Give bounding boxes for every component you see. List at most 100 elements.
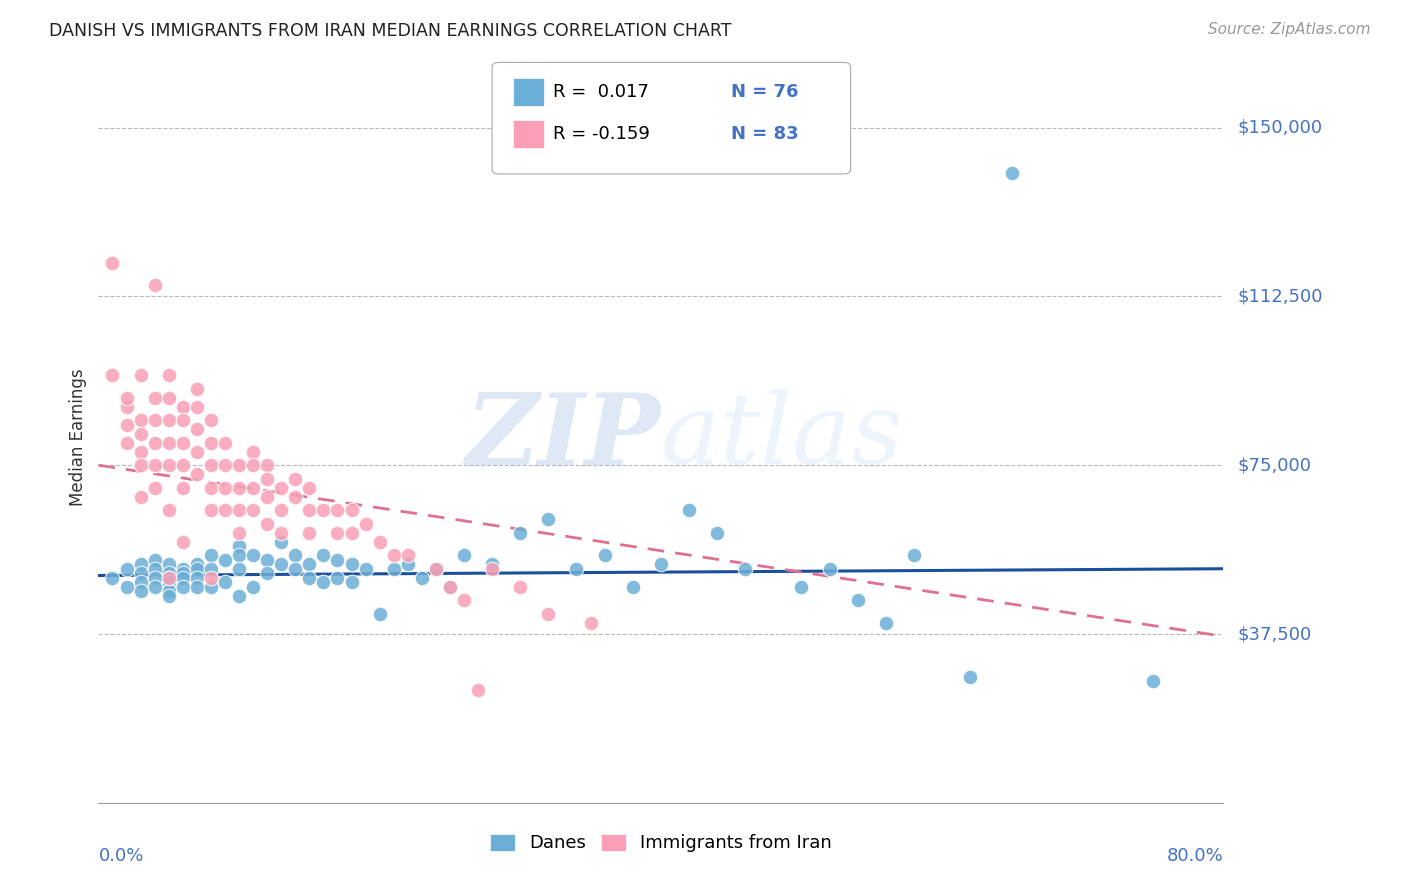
Text: 80.0%: 80.0% <box>1167 847 1223 864</box>
Point <box>298 558 321 572</box>
Point <box>101 571 124 585</box>
Point <box>115 580 138 594</box>
Point <box>214 458 236 473</box>
Point <box>959 670 981 684</box>
Point <box>200 571 222 585</box>
Point <box>157 458 180 473</box>
Point <box>214 503 236 517</box>
Point <box>382 548 405 562</box>
Point <box>186 400 208 414</box>
Point <box>298 481 321 495</box>
Point <box>340 575 363 590</box>
Point <box>818 562 841 576</box>
Point <box>101 255 124 269</box>
Point <box>256 490 278 504</box>
Point <box>157 413 180 427</box>
Point <box>157 571 180 585</box>
Point <box>143 458 166 473</box>
Point <box>129 444 152 458</box>
Point <box>537 607 560 621</box>
Point <box>143 413 166 427</box>
Text: R =  0.017: R = 0.017 <box>553 83 648 101</box>
Point <box>172 571 194 585</box>
Text: $150,000: $150,000 <box>1237 119 1322 136</box>
Point <box>143 571 166 585</box>
Point <box>157 575 180 590</box>
Point <box>200 413 222 427</box>
Point <box>326 503 349 517</box>
Point <box>509 525 531 540</box>
Point <box>129 575 152 590</box>
Point <box>298 571 321 585</box>
Legend: Danes, Immigrants from Iran: Danes, Immigrants from Iran <box>482 826 839 860</box>
Point <box>326 571 349 585</box>
Point <box>214 481 236 495</box>
Point <box>200 562 222 576</box>
Point <box>846 593 869 607</box>
Point <box>354 516 377 531</box>
Point <box>143 481 166 495</box>
Point <box>790 580 813 594</box>
Text: $37,500: $37,500 <box>1237 625 1312 643</box>
Point <box>453 593 475 607</box>
Point <box>270 534 292 549</box>
Point <box>172 400 194 414</box>
Point <box>270 558 292 572</box>
Point <box>200 548 222 562</box>
Point <box>143 562 166 576</box>
Text: R = -0.159: R = -0.159 <box>553 125 650 143</box>
Point <box>200 458 222 473</box>
Point <box>157 584 180 599</box>
Point <box>200 503 222 517</box>
Point <box>467 683 489 698</box>
Point <box>186 422 208 436</box>
Point <box>186 580 208 594</box>
Point <box>453 548 475 562</box>
Y-axis label: Median Earnings: Median Earnings <box>69 368 87 506</box>
Point <box>115 562 138 576</box>
Point <box>270 481 292 495</box>
Text: ZIP: ZIP <box>465 389 661 485</box>
Point <box>200 435 222 450</box>
Point <box>396 558 419 572</box>
Point <box>129 458 152 473</box>
Point <box>678 503 700 517</box>
Point <box>312 548 335 562</box>
Text: 0.0%: 0.0% <box>98 847 143 864</box>
Point <box>425 562 447 576</box>
Point <box>242 548 264 562</box>
Point <box>157 566 180 581</box>
Text: N = 76: N = 76 <box>731 83 799 101</box>
Point <box>157 435 180 450</box>
Point <box>650 558 672 572</box>
Point <box>284 490 307 504</box>
Point <box>284 562 307 576</box>
Point <box>439 580 461 594</box>
Point <box>157 558 180 572</box>
Point <box>129 566 152 581</box>
Point <box>186 444 208 458</box>
Point <box>340 558 363 572</box>
Point <box>242 503 264 517</box>
Point <box>734 562 756 576</box>
Point <box>129 584 152 599</box>
Text: atlas: atlas <box>661 390 904 484</box>
Point <box>129 413 152 427</box>
Point <box>298 525 321 540</box>
Text: $112,500: $112,500 <box>1237 287 1323 305</box>
Point <box>115 400 138 414</box>
Point <box>256 458 278 473</box>
Point <box>242 458 264 473</box>
Point <box>172 458 194 473</box>
Point <box>256 553 278 567</box>
Point <box>172 562 194 576</box>
Point <box>270 503 292 517</box>
Point <box>340 525 363 540</box>
Point <box>481 562 503 576</box>
Point <box>228 503 250 517</box>
Point <box>172 413 194 427</box>
Point <box>242 580 264 594</box>
Point <box>172 534 194 549</box>
Point <box>172 435 194 450</box>
Point <box>340 503 363 517</box>
